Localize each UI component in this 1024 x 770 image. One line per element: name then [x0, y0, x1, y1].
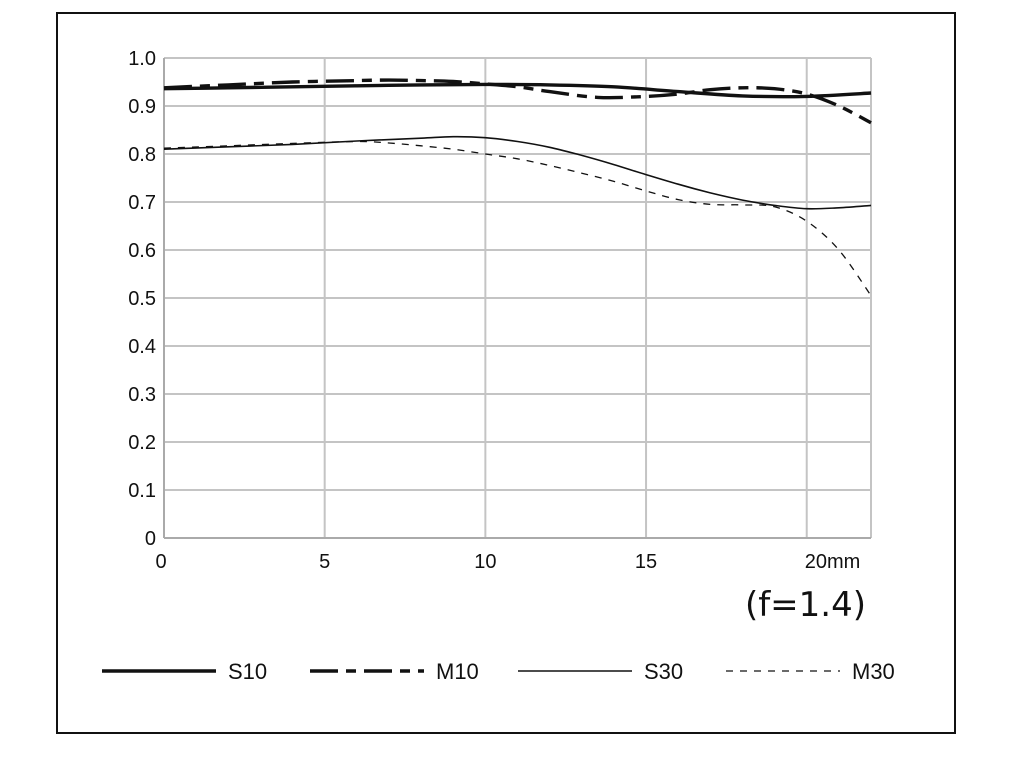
y-tick-label: 0.2 [128, 432, 156, 454]
y-tick-label: 0.4 [128, 336, 156, 358]
series-line-m10 [163, 78, 872, 125]
x-tick-label: 10 [474, 551, 496, 573]
aperture-annotation: (f=1.4) [745, 585, 866, 625]
y-tick-label: 0 [145, 528, 156, 550]
legend-label-m30: M30 [852, 659, 895, 684]
axes [163, 58, 871, 539]
grid [163, 57, 872, 539]
series-lines [163, 78, 872, 296]
x-tick-label: 15 [635, 551, 657, 573]
y-tick-label: 0.8 [128, 144, 156, 166]
x-tick-label: 20mm [805, 551, 861, 573]
y-tick-label: 0.1 [128, 480, 156, 502]
y-tick-label: 1.0 [128, 48, 156, 70]
legend-label-s30: S30 [644, 659, 683, 684]
y-tick-label: 0.3 [128, 384, 156, 406]
y-tick-label: 0.7 [128, 192, 156, 214]
tick-labels: 0 0.1 0.2 0.3 0.4 0.5 0.6 0.7 0.8 0.9 1.0 0 5 10 15 20m… [128, 48, 860, 573]
y-tick-label: 0.9 [128, 96, 156, 118]
y-tick-label: 0.5 [128, 288, 156, 310]
series-line-s30 [163, 135, 872, 210]
legend-label-s10: S10 [228, 659, 267, 684]
legend: S10 M10 S30 M30 [102, 659, 895, 684]
series-line-s10 [163, 82, 872, 99]
x-tick-label: 0 [155, 551, 166, 573]
series-line-m30 [163, 140, 872, 296]
legend-label-m10: M10 [436, 659, 479, 684]
x-tick-label: 5 [319, 551, 330, 573]
y-tick-label: 0.6 [128, 240, 156, 262]
